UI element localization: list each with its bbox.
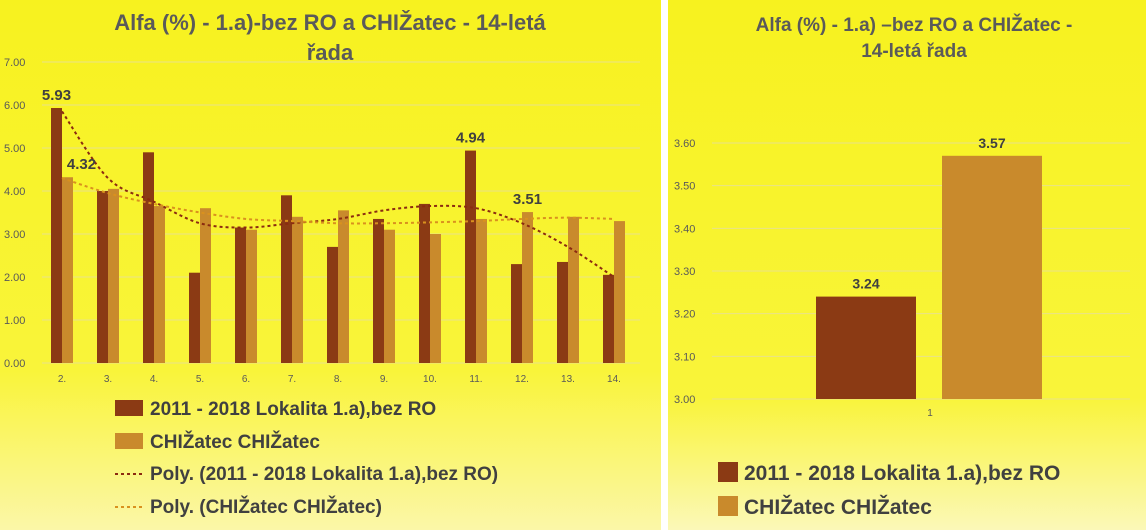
chart-title-line-2: řada (307, 40, 354, 65)
bar-lokalita (465, 150, 476, 363)
y-tick-label: 3.60 (674, 138, 695, 150)
legend-label-chizatec: CHIŽatec CHIŽatec (150, 431, 320, 453)
bar-lokalita (51, 108, 62, 363)
data-label: 3.57 (978, 135, 1005, 151)
data-label: 3.51 (513, 191, 542, 208)
bar-lokalita (143, 152, 154, 363)
x-tick-label: 12. (515, 374, 529, 385)
x-tick-label: 6. (242, 374, 250, 385)
data-label: 5.93 (42, 87, 71, 104)
right-chart-svg: Alfa (%) - 1.a) –bez RO a CHIŽatec - 14-… (674, 14, 1130, 519)
data-label: 3.24 (852, 276, 879, 292)
chart-title-line-2: 14-letá řada (861, 41, 967, 62)
bar-lokalita (189, 272, 200, 363)
y-tick-label: 3.40 (674, 223, 695, 235)
x-tick-label: 11. (469, 374, 482, 385)
chart-title-line-1: Alfa (%) - 1.a)-bez RO a CHIŽatec - 14-l… (114, 10, 546, 35)
bar-chizatec (62, 177, 73, 363)
bar-chizatec (292, 216, 303, 363)
bar-chizatec (476, 218, 487, 363)
bar-lokalita (557, 261, 568, 363)
legend-swatch-chizatec (115, 433, 143, 449)
trendline-lokalita (61, 110, 615, 278)
chart-title-line-1: Alfa (%) - 1.a) –bez RO a CHIŽatec - (756, 14, 1073, 36)
y-tick-label: 4.00 (4, 186, 25, 198)
bar-chizatec (430, 234, 441, 363)
x-tick-label: 1 (927, 408, 933, 419)
y-tick-label: 5.00 (4, 143, 25, 155)
x-tick-label: 10. (423, 374, 437, 385)
bar-lokalita (327, 246, 338, 363)
bar-lokalita (603, 274, 614, 363)
bar-chizatec (200, 208, 211, 363)
bar-chizatec (614, 221, 625, 363)
bar-chizatec (154, 206, 165, 363)
x-tick-label: 9. (380, 374, 388, 385)
bar-lokalita (235, 227, 246, 363)
x-tick-label: 2. (58, 374, 66, 385)
y-tick-label: 1.00 (4, 315, 25, 327)
data-label: 4.32 (67, 156, 96, 173)
bar-lokalita (511, 264, 522, 363)
left-chart-panel: Alfa (%) - 1.a)-bez RO a CHIŽatec - 14-l… (0, 0, 661, 530)
x-tick-label: 7. (288, 374, 296, 385)
y-tick-label: 3.00 (4, 229, 25, 241)
x-tick-label: 14. (607, 374, 621, 385)
legend-label-lokalita: 2011 - 2018 Lokalita 1.a),bez RO (744, 462, 1060, 485)
bar-chizatec (942, 155, 1042, 399)
bar-lokalita (373, 218, 384, 363)
bar-lokalita (97, 191, 108, 363)
y-tick-label: 7.00 (4, 57, 25, 69)
legend-swatch-lokalita (115, 400, 143, 416)
x-tick-label: 5. (196, 374, 204, 385)
left-chart-svg: Alfa (%) - 1.a)-bez RO a CHIŽatec - 14-l… (4, 10, 640, 518)
legend-label-poly-lokalita: Poly. (2011 - 2018 Lokalita 1.a),bez RO) (150, 464, 498, 485)
bar-chizatec (384, 229, 395, 363)
y-tick-label: 3.10 (674, 351, 695, 363)
bar-chizatec (246, 229, 257, 363)
legend-swatch-lokalita (718, 462, 738, 482)
y-tick-label: 0.00 (4, 358, 25, 370)
legend-swatch-chizatec (718, 496, 738, 516)
y-tick-label: 6.00 (4, 100, 25, 112)
data-label: 4.94 (456, 130, 486, 147)
right-chart-panel: Alfa (%) - 1.a) –bez RO a CHIŽatec - 14-… (668, 0, 1146, 530)
legend-label-lokalita: 2011 - 2018 Lokalita 1.a),bez RO (150, 399, 436, 420)
legend-label-poly-chizatec: Poly. (CHIŽatec CHIŽatec) (150, 496, 382, 518)
y-tick-label: 3.30 (674, 266, 695, 278)
bar-chizatec (108, 188, 119, 363)
bar-chizatec (522, 212, 533, 363)
y-tick-label: 2.00 (4, 272, 25, 284)
bar-lokalita (419, 203, 430, 363)
x-tick-label: 4. (150, 374, 158, 385)
y-tick-label: 3.00 (674, 394, 695, 406)
x-tick-label: 3. (104, 374, 112, 385)
x-tick-label: 8. (334, 374, 342, 385)
x-tick-label: 13. (561, 374, 575, 385)
bar-lokalita (281, 195, 292, 363)
bar-chizatec (338, 210, 349, 363)
y-tick-label: 3.20 (674, 309, 695, 321)
bar-lokalita (816, 296, 916, 399)
legend-label-chizatec: CHIŽatec CHIŽatec (744, 495, 932, 519)
y-tick-label: 3.50 (674, 181, 695, 193)
bar-chizatec (568, 216, 579, 363)
